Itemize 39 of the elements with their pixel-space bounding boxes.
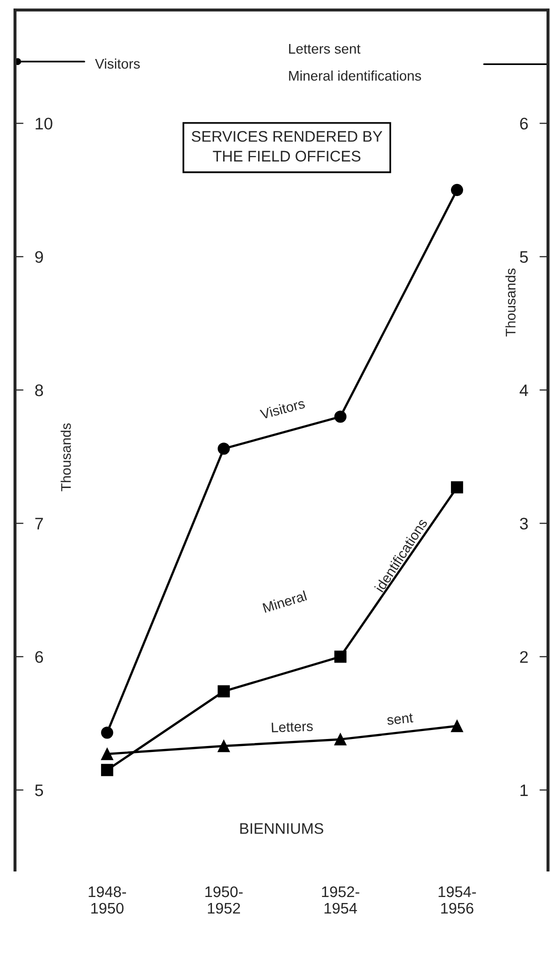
y-tick-label: 8 (35, 384, 43, 396)
point (218, 442, 230, 455)
annotation: Mineral identifications (289, 70, 422, 81)
point (101, 764, 114, 776)
y-tick-label: 10 (36, 118, 52, 130)
y2-tick-label: 2 (520, 651, 528, 663)
point (450, 184, 464, 196)
x-tick-label: 1954- 1956 (438, 886, 476, 914)
y2-tick-label: 5 (520, 251, 528, 263)
y-tick-label: 9 (35, 251, 43, 263)
annotation: Mineral (262, 590, 307, 613)
y-axis-title: Thousands (60, 423, 71, 492)
point (218, 685, 230, 698)
annotation: Visitors (95, 58, 140, 69)
annotation: Letters sent (289, 44, 360, 54)
point (450, 720, 464, 732)
point (334, 410, 346, 423)
annotation: Letters (272, 721, 313, 732)
y2-tick-label: 1 (520, 784, 528, 796)
x-tick-label: 1950- 1952 (205, 886, 243, 914)
y-tick-label: 5 (35, 784, 44, 796)
y2-tick-label: 3 (520, 518, 528, 530)
x-tick-label: 1948- 1950 (88, 886, 126, 914)
point (450, 481, 464, 494)
annotation: Visitors (260, 398, 306, 420)
y-tick-label: 7 (35, 518, 43, 530)
y2-axis-title: Thousands (505, 268, 516, 336)
y2-tick-label: 6 (520, 118, 528, 130)
x-axis-title: BIENNIUMS (240, 823, 324, 834)
y-tick-label: 6 (35, 651, 43, 663)
annotation: sent (386, 713, 414, 726)
point (334, 733, 346, 746)
y2-tick-label: 4 (520, 384, 528, 396)
text: SERVICES RENDERED BY THE FIELD OFFICES (192, 130, 382, 162)
point (334, 650, 346, 663)
point (101, 726, 114, 739)
point (101, 748, 114, 760)
x-tick-label: 1952- 1954 (322, 886, 360, 914)
point (218, 740, 230, 752)
